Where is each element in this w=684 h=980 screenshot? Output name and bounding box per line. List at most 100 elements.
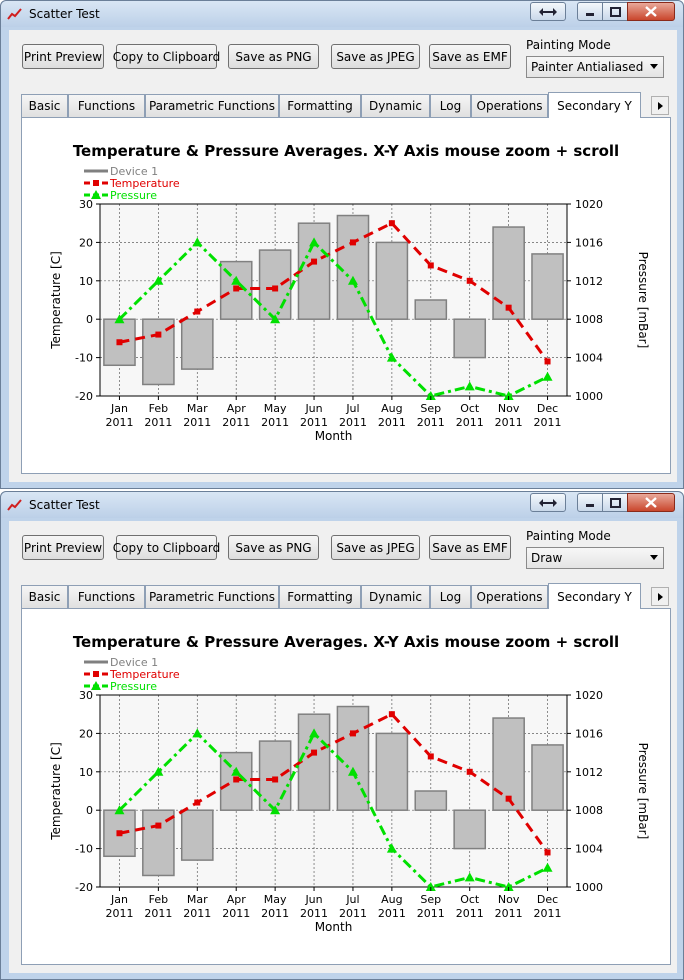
temperature-point (155, 822, 162, 829)
tab-basic[interactable]: Basic (21, 585, 68, 608)
scatter-chart[interactable]: Temperature & Pressure Averages. X-Y Axi… (22, 609, 670, 964)
tab-parametric-functions[interactable]: Parametric Functions (145, 585, 279, 608)
tab-log[interactable]: Log (430, 94, 471, 117)
x-tick-label-month: Aug (381, 402, 402, 415)
x-tick-label-month: Feb (149, 402, 168, 415)
painting-mode-select[interactable]: Painter Antialiased (526, 56, 664, 78)
x-tick-label-month: Apr (227, 893, 247, 906)
legend-pressure-marker (91, 190, 101, 199)
pressure-point (386, 843, 397, 853)
tab-parametric-functions[interactable]: Parametric Functions (145, 94, 279, 117)
minimize-button[interactable] (577, 2, 603, 21)
painting-mode-label: Painting Mode (526, 38, 611, 52)
scatter-chart[interactable]: Temperature & Pressure Averages. X-Y Axi… (22, 118, 670, 473)
temperature-point (233, 776, 240, 783)
save-as-png-button[interactable]: Save as PNG (228, 535, 319, 560)
tab-basic[interactable]: Basic (21, 94, 68, 117)
tab-scroll-right-button[interactable] (651, 587, 669, 606)
y-axis-label: Temperature [C] (49, 742, 63, 841)
tab-dynamic[interactable]: Dynamic (361, 585, 430, 608)
save-as-png-button[interactable]: Save as PNG (228, 44, 319, 69)
tab-dynamic[interactable]: Dynamic (361, 94, 430, 117)
tab-formatting[interactable]: Formatting (279, 94, 361, 117)
temperature-point (116, 339, 123, 346)
legend-pressure-marker (91, 681, 101, 690)
y-axis-label: Temperature [C] (49, 251, 63, 350)
x-tick-label-month: Jan (110, 402, 128, 415)
bar-6 (297, 713, 331, 811)
y2-tick-label: 1004 (575, 843, 603, 856)
close-button[interactable] (627, 493, 675, 512)
y2-tick-label: 1016 (575, 727, 603, 740)
x-tick-label-year: 2011 (495, 907, 523, 920)
save-as-emf-button[interactable]: Save as EMF (429, 44, 511, 69)
bar-12 (531, 744, 564, 811)
tab-secondary-y[interactable]: Secondary Y (548, 583, 641, 609)
temperature-point (116, 830, 123, 837)
copy-to-clipboard-button[interactable]: Copy to Clipboard (113, 44, 220, 69)
tab-operations[interactable]: Operations (471, 94, 548, 117)
temperature-point (194, 308, 201, 315)
painting-mode-select[interactable]: Draw (526, 547, 664, 569)
x-tick-label-month: Nov (498, 402, 520, 415)
maximize-button[interactable] (602, 2, 628, 21)
tab-log[interactable]: Log (430, 585, 471, 608)
painting-mode-label: Painting Mode (526, 529, 611, 543)
temperature-point (311, 258, 318, 265)
temperature-point (233, 285, 240, 292)
x-tick-label-year: 2011 (339, 416, 367, 429)
y-tick-label: 20 (79, 727, 93, 740)
temperature-point (505, 795, 512, 802)
save-as-jpeg-button[interactable]: Save as JPEG (331, 44, 420, 69)
x-tick-label-month: Dec (537, 893, 558, 906)
pressure-point (464, 872, 475, 882)
chart-title: Temperature & Pressure Averages. X-Y Axi… (73, 633, 619, 651)
x-tick-label-month: May (264, 402, 287, 415)
window-antialiased: Scatter Test Print Preview Copy to Clipb… (0, 0, 684, 489)
save-as-emf-button[interactable]: Save as EMF (429, 535, 511, 560)
y-tick-label: -20 (75, 881, 93, 894)
temperature-point (272, 776, 279, 783)
tab-formatting[interactable]: Formatting (279, 585, 361, 608)
close-button[interactable] (627, 2, 675, 21)
restore-arrows-button[interactable] (530, 2, 566, 21)
legend-temperature-marker (93, 180, 99, 186)
painting-mode-value: Draw (531, 551, 563, 565)
temperature-point (272, 285, 279, 292)
legend-pressure-label: Pressure (110, 189, 157, 202)
copy-to-clipboard-button[interactable]: Copy to Clipboard (113, 535, 220, 560)
temperature-point (427, 262, 434, 269)
temperature-point (349, 730, 356, 737)
title-bar[interactable]: Scatter Test (1, 1, 683, 27)
window-title: Scatter Test (29, 7, 100, 21)
print-preview-button[interactable]: Print Preview (22, 44, 104, 69)
tab-operations[interactable]: Operations (471, 585, 548, 608)
tab-functions[interactable]: Functions (68, 94, 145, 117)
pressure-point (192, 728, 203, 738)
maximize-button[interactable] (602, 493, 628, 512)
tab-secondary-y[interactable]: Secondary Y (548, 92, 641, 118)
legend-pressure-label: Pressure (110, 680, 157, 693)
tab-functions[interactable]: Functions (68, 585, 145, 608)
x-tick-label-year: 2011 (534, 907, 562, 920)
save-as-jpeg-button[interactable]: Save as JPEG (331, 535, 420, 560)
x-tick-label-year: 2011 (495, 416, 523, 429)
legend-temperature-marker (93, 671, 99, 677)
x-tick-label-month: Jun (304, 893, 322, 906)
x-axis-label: Month (315, 429, 353, 443)
tab-scroll-right-button[interactable] (651, 96, 669, 115)
x-tick-label-year: 2011 (300, 416, 328, 429)
x-tick-label-year: 2011 (222, 416, 250, 429)
tab-bar: Basic Functions Parametric Functions For… (21, 583, 671, 609)
temperature-point (388, 711, 395, 718)
y2-tick-label: 1020 (575, 689, 603, 702)
print-preview-button[interactable]: Print Preview (22, 535, 104, 560)
window-title: Scatter Test (29, 498, 100, 512)
dropdown-arrow-icon (650, 64, 658, 69)
minimize-icon (586, 12, 594, 16)
minimize-button[interactable] (577, 493, 603, 512)
chart-app-icon (7, 499, 22, 511)
legend-device-label: Device 1 (110, 165, 158, 178)
restore-arrows-button[interactable] (530, 493, 566, 512)
title-bar[interactable]: Scatter Test (1, 492, 683, 518)
